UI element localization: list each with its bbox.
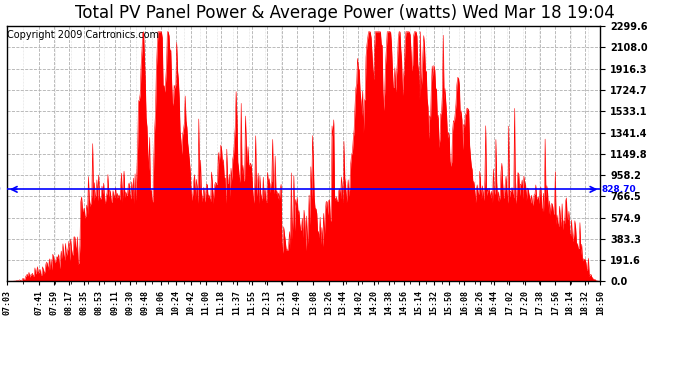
- Text: Total PV Panel Power & Average Power (watts) Wed Mar 18 19:04: Total PV Panel Power & Average Power (wa…: [75, 4, 615, 22]
- Text: 828.70: 828.70: [0, 185, 1, 194]
- Text: 828.70: 828.70: [602, 185, 636, 194]
- Text: Copyright 2009 Cartronics.com: Copyright 2009 Cartronics.com: [8, 30, 159, 40]
